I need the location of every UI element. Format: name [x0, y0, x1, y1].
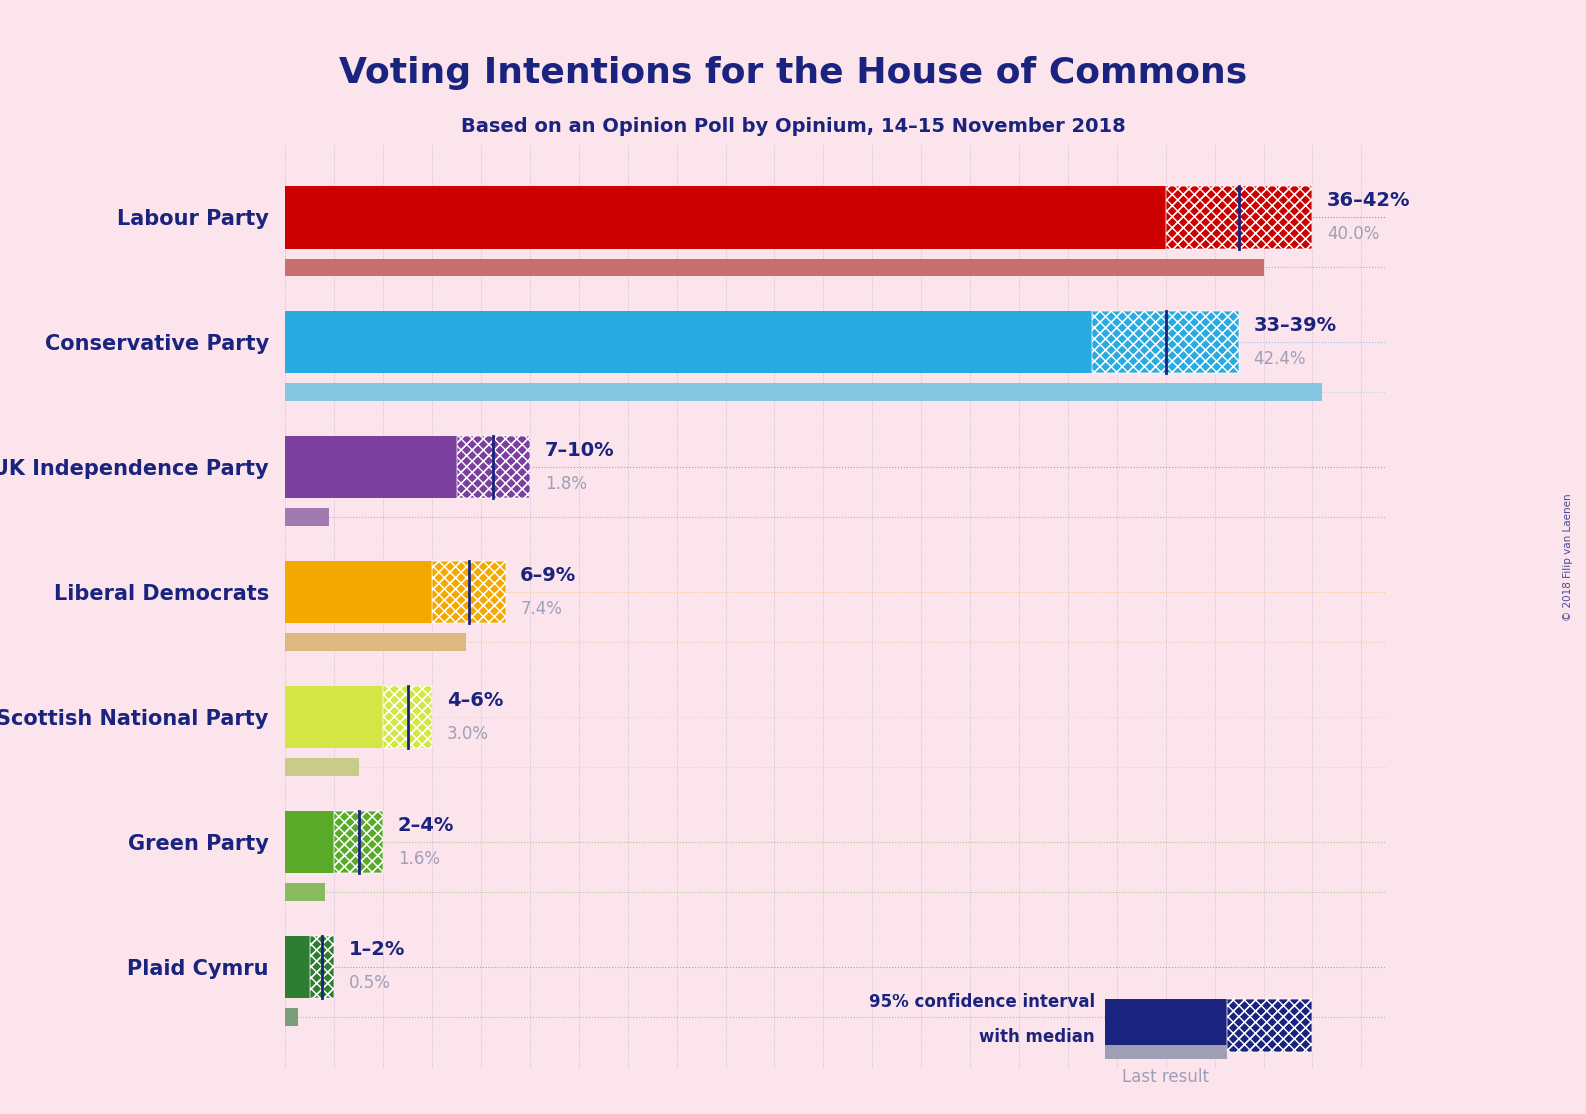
- Bar: [285, 561, 431, 624]
- Bar: [285, 634, 466, 651]
- Text: 40.0%: 40.0%: [1327, 225, 1380, 243]
- Text: 3.0%: 3.0%: [447, 724, 488, 743]
- Bar: [1228, 999, 1312, 1053]
- Text: 36–42%: 36–42%: [1327, 190, 1410, 209]
- Bar: [384, 686, 431, 749]
- Bar: [431, 561, 506, 624]
- Bar: [1228, 999, 1312, 1053]
- Text: 7–10%: 7–10%: [544, 441, 614, 460]
- Bar: [285, 811, 335, 873]
- Bar: [457, 436, 530, 498]
- Text: 95% confidence interval: 95% confidence interval: [869, 993, 1094, 1010]
- Bar: [309, 936, 335, 998]
- Text: Voting Intentions for the House of Commons: Voting Intentions for the House of Commo…: [339, 56, 1247, 90]
- Text: 7.4%: 7.4%: [520, 599, 561, 617]
- Text: Based on an Opinion Poll by Opinium, 14–15 November 2018: Based on an Opinion Poll by Opinium, 14–…: [460, 117, 1126, 136]
- Text: 1.6%: 1.6%: [398, 850, 439, 868]
- Text: with median: with median: [979, 1028, 1094, 1046]
- Bar: [457, 436, 530, 498]
- Bar: [285, 186, 1166, 248]
- Text: 6–9%: 6–9%: [520, 566, 576, 585]
- Bar: [285, 1008, 298, 1026]
- Text: 2–4%: 2–4%: [398, 815, 454, 834]
- Bar: [285, 759, 358, 775]
- Bar: [1093, 311, 1239, 373]
- Bar: [309, 936, 335, 998]
- Bar: [1104, 1045, 1228, 1059]
- Bar: [285, 258, 1264, 276]
- Bar: [335, 811, 384, 873]
- Bar: [1104, 999, 1228, 1053]
- Bar: [431, 561, 506, 624]
- Bar: [285, 436, 457, 498]
- Text: © 2018 Filip van Laenen: © 2018 Filip van Laenen: [1564, 494, 1573, 620]
- Bar: [335, 811, 384, 873]
- Bar: [1166, 186, 1312, 248]
- Bar: [1093, 311, 1239, 373]
- Text: Last result: Last result: [1123, 1068, 1209, 1086]
- Bar: [285, 508, 330, 526]
- Bar: [285, 883, 325, 901]
- Text: 1–2%: 1–2%: [349, 940, 406, 959]
- Bar: [1166, 186, 1312, 248]
- Text: 33–39%: 33–39%: [1253, 315, 1337, 334]
- Bar: [285, 686, 384, 749]
- Bar: [285, 383, 1323, 401]
- Bar: [285, 936, 309, 998]
- Bar: [384, 686, 431, 749]
- Bar: [285, 311, 1093, 373]
- Text: 4–6%: 4–6%: [447, 691, 503, 710]
- Text: 42.4%: 42.4%: [1253, 350, 1307, 368]
- Text: 0.5%: 0.5%: [349, 975, 390, 993]
- Text: 1.8%: 1.8%: [544, 475, 587, 492]
